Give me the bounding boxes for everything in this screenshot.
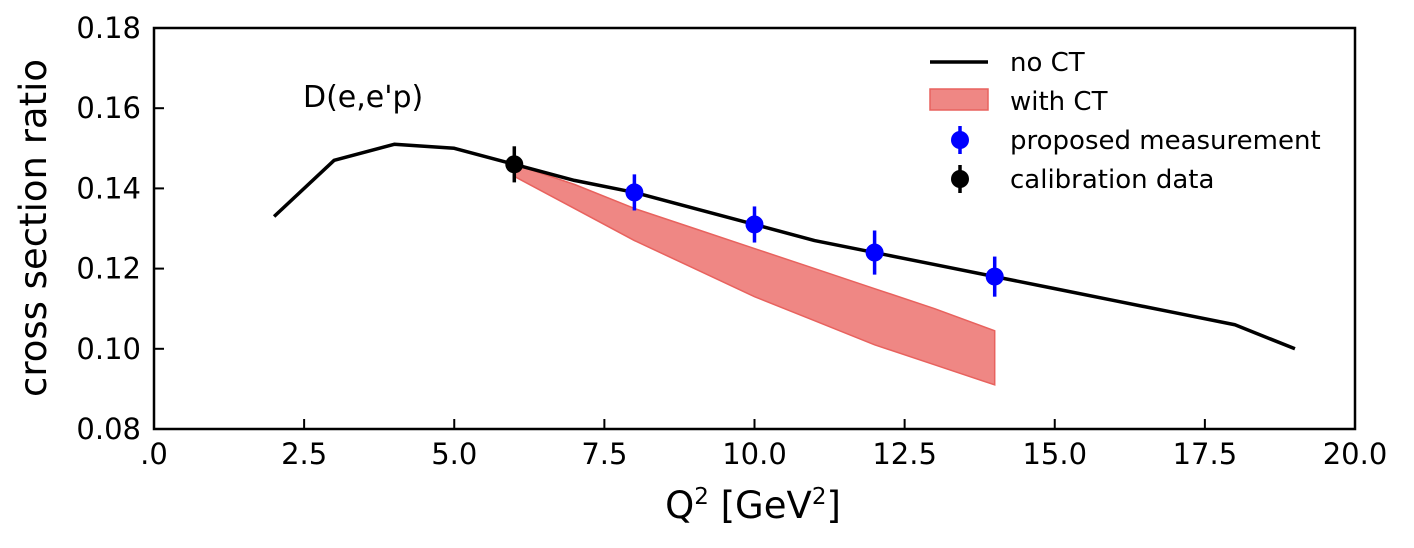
- x-axis-title-close: ]: [826, 484, 840, 527]
- plot-frame: [152, 26, 1357, 431]
- no-ct-line: [272, 142, 1296, 351]
- axes: .0 2.5 5.0 7.5 10.0 12.5 15.0 17.5 20.0 0.08 0.10 0…: [76, 11, 1387, 471]
- proposed-measurement-point: [745, 215, 764, 234]
- y-tick-label: 0.14: [76, 171, 141, 205]
- x-tick-label: 12.5: [872, 437, 937, 471]
- x-axis-title-sup: 2: [694, 484, 709, 510]
- y-tick-label: 0.12: [76, 252, 141, 286]
- x-tick-label: 17.5: [1173, 437, 1238, 471]
- plot-area: [272, 142, 1296, 386]
- x-axis-title-unit-sup: 2: [812, 484, 827, 510]
- x-axis-title-q: Q: [665, 484, 694, 527]
- y-tick-label: 0.18: [76, 11, 141, 45]
- annotation-label: D(e,e'p): [303, 80, 423, 115]
- legend-label-proposed: proposed measurement: [1010, 126, 1321, 156]
- legend-label-no-ct: no CT: [1010, 48, 1085, 78]
- legend-label-with-ct: with CT: [1010, 87, 1108, 117]
- x-tick-label: .0: [140, 437, 168, 471]
- proposed-measurement-point: [865, 243, 884, 262]
- legend: no CT with CT proposed measurement calib…: [929, 48, 1321, 195]
- x-tick-label: 10.0: [722, 437, 787, 471]
- x-tick-label: 20.0: [1323, 437, 1388, 471]
- proposed-measurement-point: [985, 267, 1004, 286]
- x-axis-title-unit: [GeV: [709, 484, 812, 527]
- x-tick-label: 7.5: [581, 437, 627, 471]
- legend-marker-proposed: [951, 131, 969, 149]
- legend-label-calibration: calibration data: [1010, 165, 1214, 195]
- x-tick-label: 2.5: [281, 437, 327, 471]
- legend-patch-with-ct: [929, 88, 989, 111]
- y-tick-label: 0.08: [76, 412, 141, 446]
- y-tick-label: 0.16: [76, 91, 141, 125]
- legend-marker-calibration: [951, 170, 969, 188]
- calibration-data-point: [505, 155, 524, 174]
- with-ct-band: [513, 163, 996, 386]
- x-tick-label: 15.0: [1022, 437, 1087, 471]
- x-axis-title: Q2 [GeV2]: [665, 484, 841, 527]
- y-tick-label: 0.10: [76, 332, 141, 366]
- y-axis-title: cross section ratio: [12, 59, 55, 397]
- proposed-measurement-point: [625, 183, 644, 202]
- x-tick-label: 5.0: [431, 437, 477, 471]
